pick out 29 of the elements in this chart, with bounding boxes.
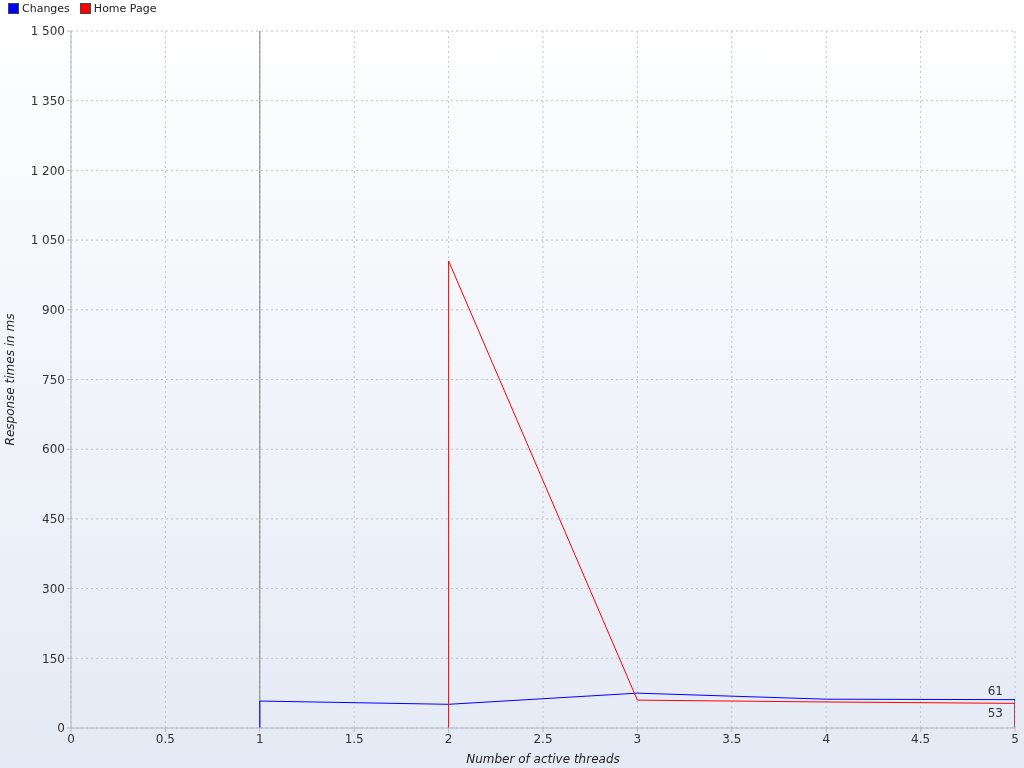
- x-axis-title: Number of active threads: [466, 752, 620, 766]
- x-tick-label: 3: [633, 731, 642, 746]
- y-tick-label: 450: [42, 512, 65, 527]
- x-tick-label: 2.5: [533, 731, 553, 746]
- data-label: 53: [987, 706, 1003, 721]
- x-tick-label: 1.5: [344, 731, 364, 746]
- y-tick-label: 1 200: [30, 163, 65, 178]
- y-tick-label: 150: [42, 651, 65, 666]
- y-axis-title: Response times in ms: [3, 313, 18, 446]
- y-tick-label: 1 050: [30, 233, 65, 248]
- y-tick-label: 900: [42, 303, 65, 318]
- y-tick-label: 0: [57, 721, 65, 736]
- x-tick-label: 0.5: [155, 731, 175, 746]
- legend-label: Home Page: [93, 2, 157, 15]
- y-tick-label: 750: [42, 372, 65, 387]
- data-label: 61: [987, 683, 1003, 698]
- y-tick-label: 1 500: [30, 24, 65, 39]
- x-tick-label: 0: [67, 731, 75, 746]
- x-tick-label: 4.5: [911, 731, 931, 746]
- y-tick-label: 1 350: [30, 93, 65, 108]
- x-tick-label: 2: [444, 731, 453, 746]
- x-tick-label: 1: [255, 731, 264, 746]
- y-tick-label: 600: [42, 442, 65, 457]
- x-tick-label: 5: [1011, 731, 1019, 746]
- legend-label: Changes: [22, 2, 70, 15]
- x-tick-label: 3.5: [722, 731, 742, 746]
- y-tick-label: 300: [42, 581, 65, 596]
- x-tick-label: 4: [822, 731, 831, 746]
- line-series: [448, 260, 1015, 728]
